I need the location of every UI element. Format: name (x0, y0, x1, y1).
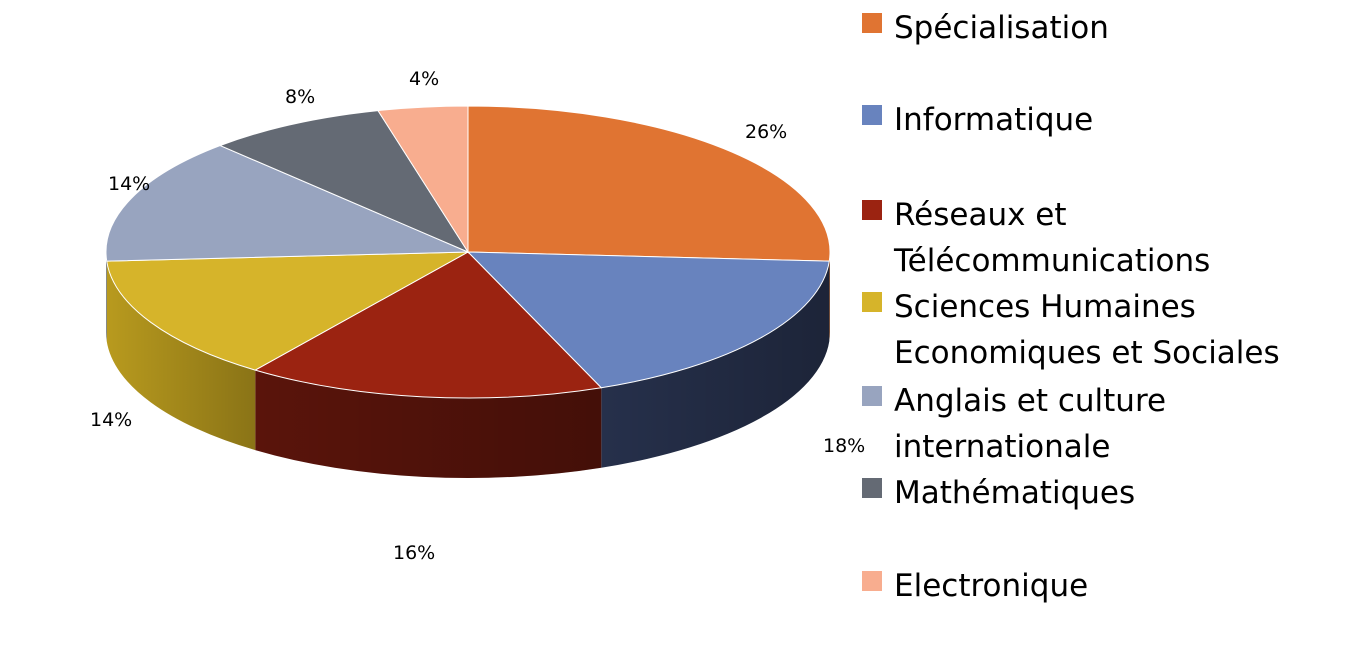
legend-item-mathematiques: Mathématiques (862, 470, 1344, 516)
pie-slice-side-shade (829, 252, 830, 342)
data-label: 4% (409, 68, 439, 90)
data-label: 8% (285, 86, 315, 108)
legend-swatch (862, 200, 882, 220)
data-label: 14% (90, 409, 132, 431)
pie-slice-side-shade (601, 261, 830, 468)
pie-slice (106, 251, 469, 371)
pie-slice (377, 105, 469, 254)
legend-label: Informatique (894, 102, 1094, 138)
legend-item-anglais: Anglais et culture internationale (862, 378, 1344, 470)
pie-slice (105, 145, 469, 262)
legend-swatch (862, 13, 882, 33)
pie-slice (467, 105, 831, 262)
legend-item-informatique: Informatique (862, 97, 1344, 143)
data-label: 18% (823, 435, 865, 457)
legend-item-sciences-humaines: Sciences Humaines Economiques et Sociale… (862, 284, 1344, 376)
data-label: 26% (745, 121, 787, 143)
legend-item-electronique: Electronique (862, 563, 1344, 609)
legend-swatch (862, 105, 882, 125)
legend-item-specialisation: Spécialisation (862, 5, 1344, 51)
legend-item-reseaux: Réseaux et Télécommunications (862, 192, 1344, 284)
pie-labels: 26% 18% 16% 14% 14% 8% 4% (90, 68, 865, 564)
legend-swatch (862, 292, 882, 312)
legend-swatch (862, 478, 882, 498)
pie-slice (466, 251, 830, 389)
legend-swatch (862, 386, 882, 406)
data-label: 14% (108, 173, 150, 195)
pie-slice (218, 110, 470, 254)
pie-slice-side-shade (106, 261, 256, 451)
legend-label: Mathématiques (894, 475, 1136, 511)
legend-swatch (862, 571, 882, 591)
pie-tops (105, 105, 831, 399)
legend-label: Réseaux et Télécommunications (894, 197, 1211, 279)
pie-slice (253, 251, 603, 399)
legend-label: Spécialisation (894, 10, 1109, 46)
legend-label: Anglais et culture internationale (894, 383, 1167, 465)
legend-label: Sciences Humaines Economiques et Sociale… (894, 289, 1280, 371)
pie-slice-side-shade (106, 252, 107, 342)
data-label: 16% (393, 542, 435, 564)
legend-label: Electronique (894, 568, 1089, 604)
